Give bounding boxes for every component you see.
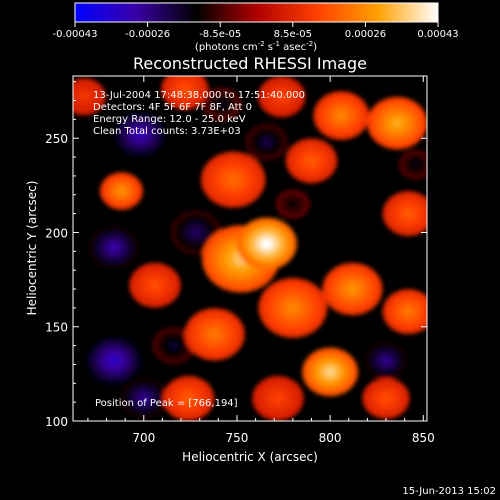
annotation-line: 13-Jul-2004 17:48:38.000 to 17:51:40.000 (93, 90, 305, 101)
y-tick-label: 200 (45, 226, 68, 240)
y-tick-label: 150 (45, 321, 68, 335)
chart-title: Reconstructed RHESSI Image (133, 54, 367, 73)
annotation-line: Detectors: 4F 5F 6F 7F 8F, Att 0 (93, 102, 252, 113)
emission-blob (262, 138, 272, 146)
emission-blob (260, 238, 273, 250)
colorbar-tick-label: 8.5e-05 (274, 29, 312, 40)
emission-blob (79, 93, 89, 101)
emission-blob (412, 161, 420, 168)
emission-blob (208, 329, 221, 340)
emission-blob (117, 187, 126, 195)
plot-frame (72, 75, 428, 422)
x-axis-ticks: 700 750 800 850 (87, 76, 435, 445)
colorbar (74, 2, 439, 23)
emission-blob (324, 367, 336, 377)
emission-blob (190, 228, 202, 237)
annotation-line: Energy Range: 12.0 - 25.0 keV (93, 114, 246, 125)
colorbar-ticks: -0.00043 -0.00026 -8.5e-05 8.5e-05 0.00026 0.… (53, 22, 459, 40)
y-tick-label: 100 (45, 415, 68, 429)
emission-blob (107, 355, 120, 366)
y-tick-label: 250 (45, 132, 68, 146)
emission-blob (272, 393, 284, 403)
emission-blob (180, 85, 190, 94)
colorbar-label: (photons cm-2 s-1 asec-2) (195, 40, 317, 53)
x-axis-label: Heliocentric X (arcsec) (182, 450, 318, 464)
emission-blob (381, 394, 391, 403)
colorbar-tick-label: -0.00043 (53, 29, 98, 40)
colorbar-tick-label: -0.00026 (125, 29, 170, 40)
x-tick-label: 850 (412, 431, 435, 445)
emission-blob (403, 307, 414, 317)
colorbar-tick-label: 0.00043 (417, 29, 458, 40)
emission-blob (289, 201, 297, 208)
emission-blob (134, 129, 147, 140)
footer-timestamp: 15-Jun-2013 15:02 (402, 486, 496, 497)
emission-blob (285, 301, 300, 314)
x-tick-label: 750 (226, 431, 249, 445)
x-tick-label: 700 (132, 431, 155, 445)
y-axis-label: Heliocentric Y (arcsec) (25, 181, 39, 316)
emission-blob (149, 280, 161, 290)
emission-blob (403, 209, 414, 219)
emission-blob (183, 393, 194, 403)
x-tick-label: 800 (319, 431, 342, 445)
colorbar-tick-label: -8.5e-05 (199, 29, 241, 40)
emission-blob (218, 100, 226, 108)
emission-blob (391, 117, 404, 129)
emission-blob (381, 356, 391, 365)
annotation-block: 13-Jul-2004 17:48:38.000 to 17:51:40.000… (93, 90, 305, 137)
emission-blob (306, 156, 317, 166)
emission-blob (169, 341, 178, 350)
peak-label: Position of Peak = [766,194] (95, 398, 238, 409)
emission-blob (335, 110, 347, 121)
emission-blob (346, 283, 359, 295)
annotation-line: Clean Total counts: 3.73E+03 (93, 126, 241, 137)
emission-blob (226, 174, 240, 186)
colorbar-tick-label: 0.00026 (345, 29, 386, 40)
emission-blob (276, 92, 287, 101)
image-map (73, 76, 427, 421)
emission-blob (139, 394, 149, 403)
emission-blob (108, 243, 120, 253)
y-axis-ticks: 100 150 200 250 (45, 81, 427, 429)
